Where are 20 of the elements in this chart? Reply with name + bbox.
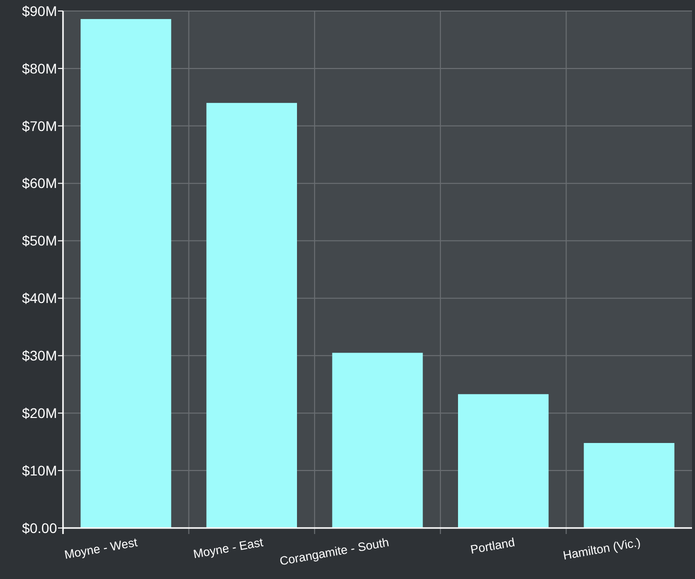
y-tick-label: $50M xyxy=(22,232,57,249)
x-tick-label: Moyne - East xyxy=(192,535,265,562)
x-tick-label: Hamilton (Vic.) xyxy=(562,535,642,563)
x-tick-label: Corangamite - South xyxy=(278,535,390,568)
y-tick-label: $40M xyxy=(22,290,57,306)
y-tick-label: $10M xyxy=(22,462,57,478)
bar xyxy=(458,394,549,528)
y-tick-label: $60M xyxy=(22,175,57,192)
y-tick-label: $30M xyxy=(22,348,57,364)
y-tick-label: $90M xyxy=(22,2,57,19)
y-tick-label: $70M xyxy=(22,118,57,134)
bar xyxy=(206,102,297,528)
x-tick-label: Portland xyxy=(469,535,516,557)
bar xyxy=(332,352,423,528)
x-tick-label: Moyne - West xyxy=(63,535,140,562)
bar xyxy=(584,442,674,528)
bar xyxy=(80,19,172,528)
y-tick-label: $0.00 xyxy=(22,520,58,536)
y-tick-label: $80M xyxy=(22,60,57,76)
y-tick-label: $20M xyxy=(22,405,57,422)
